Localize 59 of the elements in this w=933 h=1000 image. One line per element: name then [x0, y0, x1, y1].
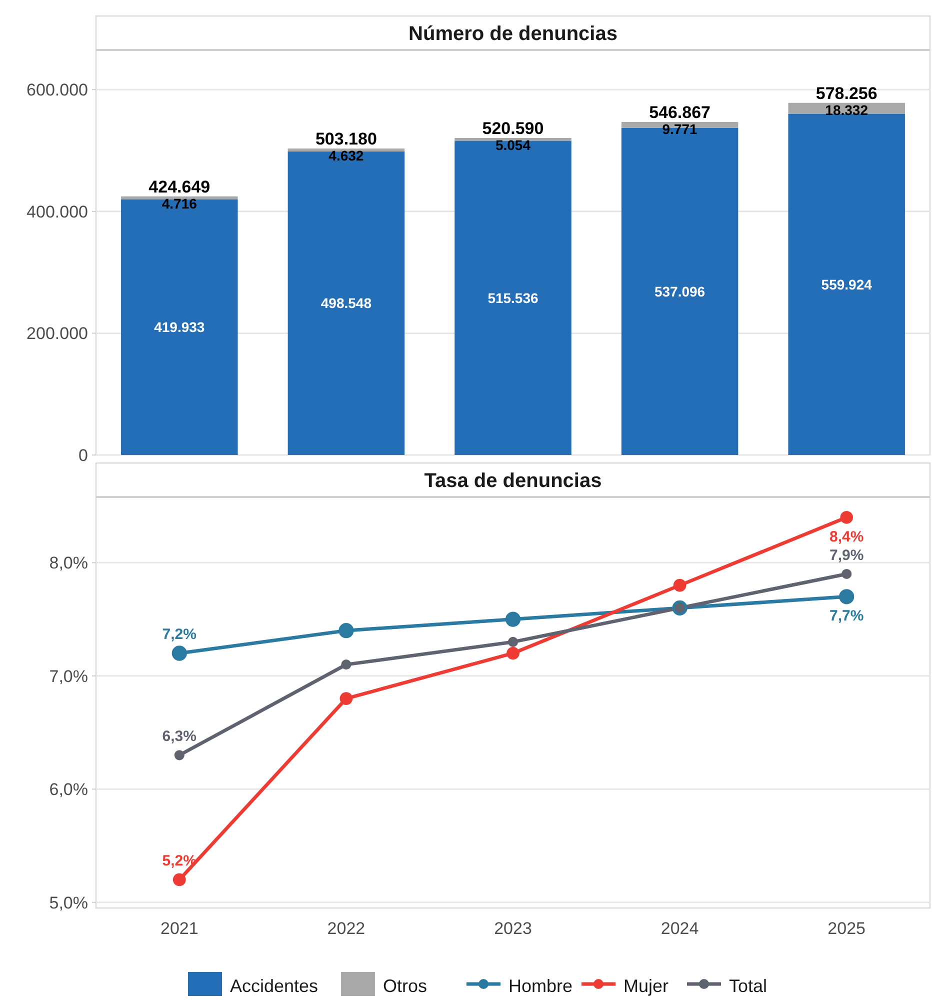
total-label: 503.180 [315, 130, 377, 149]
y-tick-label: 7,0% [49, 666, 88, 686]
point [505, 612, 521, 627]
y-tick-label: 5,0% [49, 893, 88, 912]
bar [288, 151, 405, 455]
point [338, 623, 354, 638]
bar [788, 114, 905, 455]
point [174, 750, 184, 760]
legend-label: Accidentes [230, 976, 318, 996]
point [341, 660, 352, 670]
y-tick-label: 0 [78, 446, 88, 465]
chart-title: Tasa de denuncias [424, 470, 602, 492]
y-tick-label: 6,0% [49, 780, 88, 800]
data-label: 8,4% [830, 528, 864, 546]
x-tick-label: 2025 [828, 919, 866, 938]
data-label: 7,9% [830, 546, 864, 564]
point [340, 692, 353, 705]
legend-label: Total [729, 976, 768, 996]
point [506, 646, 520, 660]
y-tick-label: 600.000 [26, 80, 88, 100]
data-label: 559.924 [821, 276, 872, 292]
total-label: 546.867 [649, 102, 711, 122]
y-tick-label: 200.000 [26, 324, 88, 344]
data-label: 7,7% [830, 608, 864, 625]
y-tick-label: 8,0% [49, 554, 88, 573]
x-tick-label: 2024 [660, 919, 699, 938]
point [842, 568, 852, 580]
data-label: 7,2% [162, 626, 196, 644]
legend-label: Hombre [508, 976, 573, 996]
point [508, 636, 518, 647]
x-tick-label: 2021 [160, 919, 198, 938]
data-label: 419.933 [154, 319, 205, 336]
data-label: 515.536 [488, 290, 539, 306]
bar [121, 199, 238, 455]
legend-label: Otros [383, 976, 428, 996]
bar [454, 138, 572, 142]
point [839, 589, 854, 604]
data-label: 18.332 [825, 102, 868, 118]
data-label: 537.096 [654, 283, 706, 300]
point [840, 510, 854, 524]
point [172, 873, 186, 886]
x-tick-label: 2023 [494, 919, 532, 938]
data-label: 6,3% [162, 728, 196, 746]
total-label: 578.256 [816, 84, 878, 103]
data-label: 498.548 [320, 295, 372, 312]
bar [288, 148, 405, 152]
point [673, 578, 686, 592]
total-label: 520.590 [482, 118, 544, 138]
y-tick-label: 400.000 [26, 202, 88, 222]
point [172, 646, 187, 661]
chart-title: Número de denuncias [408, 23, 618, 45]
data-label: 5.054 [495, 136, 531, 153]
bar [454, 141, 572, 455]
bar [121, 196, 238, 200]
total-label: 424.649 [148, 177, 210, 196]
x-tick-label: 2022 [327, 919, 366, 938]
legend-label: Mujer [624, 976, 669, 996]
data-label: 4.716 [162, 195, 198, 212]
data-label: 4.632 [328, 148, 364, 164]
